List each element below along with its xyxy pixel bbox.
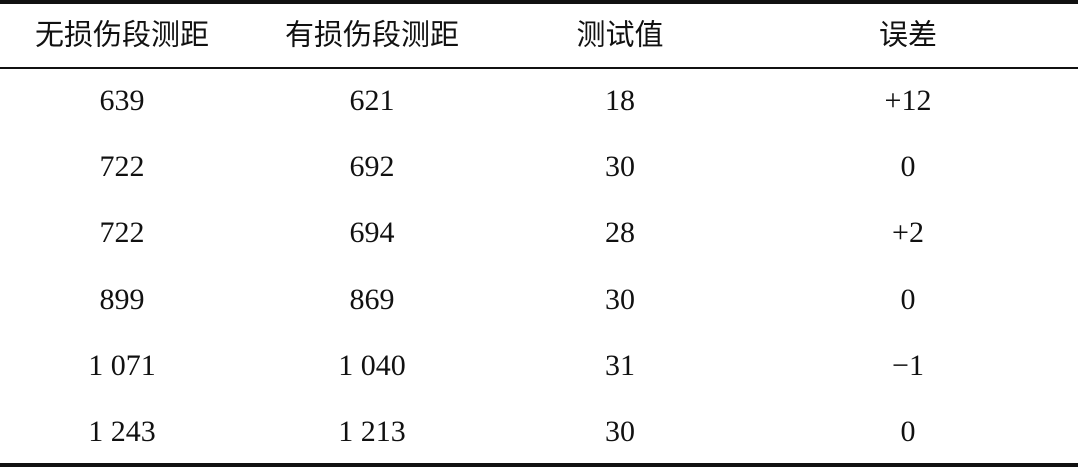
- table-cell: 0: [900, 150, 916, 184]
- table-cell: −1: [892, 348, 924, 382]
- bottom-rule: [0, 463, 1078, 467]
- table-cell: +12: [884, 84, 932, 117]
- table-cell: 31: [605, 348, 635, 382]
- top-rule: [0, 0, 1078, 4]
- table-cell: 18: [605, 84, 635, 117]
- table-cell: 869: [349, 282, 395, 316]
- header-cell: 误差: [878, 17, 938, 52]
- table-cell: 30: [605, 415, 635, 448]
- table-cell: 1 213: [338, 415, 406, 448]
- table-cell: 899: [99, 282, 145, 316]
- table-cell: 1 040: [338, 348, 406, 382]
- table-cell: 692: [349, 150, 395, 184]
- table-cell: 0: [900, 282, 916, 316]
- table-cell: 1 071: [88, 348, 156, 382]
- table-cell: 694: [349, 216, 395, 250]
- table-cell: 1 243: [88, 415, 156, 448]
- table-cell: 722: [99, 150, 145, 184]
- header-rule: [0, 67, 1078, 69]
- table-cell: 639: [99, 84, 145, 117]
- table-cell: 30: [605, 282, 635, 316]
- header-cell: 有损伤段测距: [284, 17, 460, 52]
- table-cell: +2: [892, 216, 924, 250]
- table-cell: 30: [605, 150, 635, 184]
- header-cell: 测试值: [576, 17, 664, 52]
- header-cell: 无损伤段测距: [34, 17, 210, 52]
- table-cell: 722: [99, 216, 145, 250]
- table-cell: 621: [349, 84, 395, 117]
- table-cell: 28: [605, 216, 635, 250]
- table-cell: 0: [900, 415, 916, 448]
